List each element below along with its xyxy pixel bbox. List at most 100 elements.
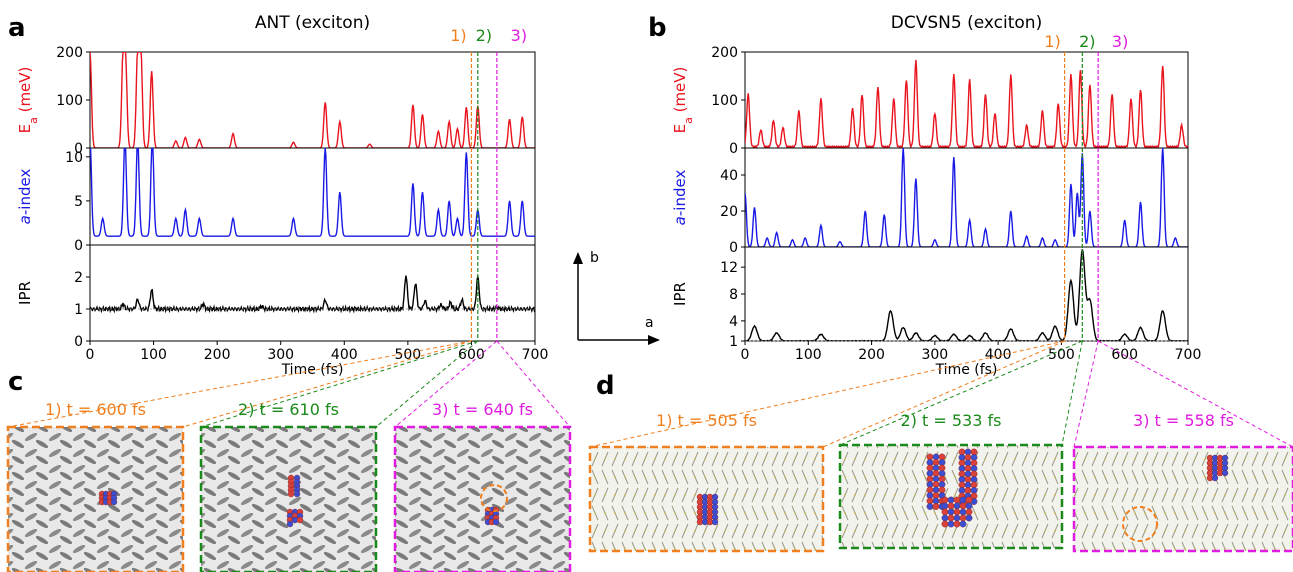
original-position-ring [480, 484, 508, 512]
snapshot-label: 1) t = 600 fs [45, 400, 146, 419]
y-tick-label: 2 [74, 270, 83, 286]
y-tick-label: 8 [729, 287, 738, 303]
y-tick-label: 1 [729, 334, 738, 350]
y-tick-label: 100 [56, 93, 83, 109]
x-tick-label: 200 [204, 347, 231, 363]
snapshot-connector [182, 340, 472, 428]
panel-letter-a: a [8, 13, 26, 43]
x-axis-label: Time (fs) [281, 362, 344, 378]
snapshot-connector [7, 340, 472, 428]
panel-letter-d: d [596, 371, 615, 401]
chart-title: DCVSN5 (exciton) [891, 13, 1042, 33]
snapshot-image [8, 427, 183, 572]
y-tick-label: 12 [720, 260, 738, 276]
x-tick-label: 0 [741, 347, 750, 363]
x-tick-label: 700 [1175, 347, 1202, 363]
x-tick-label: 500 [394, 347, 421, 363]
snapshot-label: 2) t = 610 fs [238, 400, 339, 419]
y-tick-label: 0 [729, 141, 738, 157]
series-line [90, 148, 535, 237]
lattice-axes: b a [573, 250, 660, 345]
original-position-ring [1122, 506, 1158, 542]
y-tick-label: 4 [729, 314, 738, 330]
snapshot-connector [1061, 340, 1083, 446]
x-tick-label: 400 [331, 347, 358, 363]
y-tick-label: 0 [74, 238, 83, 254]
chart-title: ANT (exciton) [255, 13, 370, 33]
y-tick-label: 0 [729, 240, 738, 256]
snapshots-panel-c: 1) t = 600 fs 2) t = 610 fs 3) t = 640 fs [6, 340, 572, 572]
snapshot-image [395, 427, 570, 572]
snapshot-frame [6, 425, 185, 572]
y-tick-label: 200 [56, 45, 83, 61]
snapshot-connector [1073, 340, 1099, 448]
time-marker-label: 2) [476, 26, 492, 45]
x-tick-label: 700 [522, 347, 549, 363]
subplot-frame [744, 246, 1189, 342]
exciton-density [696, 493, 719, 526]
y-tick-label: 5 [74, 194, 83, 210]
panel-letter-b: b [648, 13, 667, 43]
snapshot-connector [589, 340, 1065, 448]
snapshot-label: 2) t = 533 fs [901, 411, 1002, 430]
y-tick-label: 20 [720, 204, 738, 220]
lattice-axis-a-label: a [645, 315, 654, 331]
series-line [745, 148, 1188, 247]
time-marker-label: 1) [1044, 32, 1060, 51]
y-tick-label: 40 [720, 168, 738, 184]
snapshot-image [840, 445, 1062, 548]
exciton-density [286, 508, 304, 528]
snapshot-frame [393, 425, 572, 572]
time-marker-label: 3) [511, 26, 527, 45]
y-axis-label: a-index [16, 169, 34, 225]
y-axis-label: IPR [671, 282, 689, 306]
series-line [90, 275, 535, 314]
snapshot-connector [200, 340, 478, 428]
lattice-axis-b-label: b [590, 250, 599, 266]
y-axis-label: IPR [16, 281, 34, 305]
snapshot-label: 1) t = 505 fs [656, 411, 757, 430]
x-tick-label: 200 [858, 347, 885, 363]
y-tick-label: 0 [74, 141, 83, 157]
y-axis-label: Ea (meV) [16, 67, 40, 134]
subplot-frame [89, 244, 536, 342]
y-tick-label: 0 [74, 334, 83, 350]
x-tick-label: 100 [795, 347, 822, 363]
time-marker-label: 2) [1079, 32, 1095, 51]
series-line [745, 249, 1188, 341]
x-axis-label: Time (fs) [935, 362, 998, 378]
y-tick-label: 1 [74, 302, 83, 318]
y-tick-label: 100 [711, 93, 738, 109]
x-tick-label: 300 [267, 347, 294, 363]
snapshot-connector [1097, 340, 1293, 448]
snapshot-connector [822, 340, 1065, 448]
snapshot-image [1074, 447, 1293, 551]
x-tick-label: 100 [140, 347, 167, 363]
snapshot-connector [375, 340, 479, 428]
x-tick-label: 0 [86, 347, 95, 363]
x-tick-label: 600 [458, 347, 485, 363]
x-tick-label: 500 [1048, 347, 1075, 363]
time-marker-label: 3) [1112, 32, 1128, 51]
y-axis-label: a-index [671, 170, 689, 226]
snapshot-label: 3) t = 640 fs [432, 400, 533, 419]
exciton-density [941, 496, 973, 528]
snapshot-connector [394, 340, 498, 428]
y-tick-label: 200 [711, 45, 738, 61]
exciton-density [926, 453, 946, 510]
snapshot-frame [1072, 445, 1293, 553]
exciton-density [98, 490, 118, 506]
snapshot-image [201, 427, 376, 572]
exciton-density [958, 448, 978, 505]
exciton-density [287, 474, 301, 498]
series-line [745, 59, 1188, 148]
snapshot-frame [838, 443, 1064, 550]
snapshots-panel-d: 1) t = 505 fs 2) t = 533 fs 3) t = 558 fs [588, 340, 1293, 553]
snapshot-connector [496, 340, 571, 428]
series-line [90, 52, 535, 148]
subplot-frame [744, 147, 1189, 248]
snapshot-frame [199, 425, 378, 572]
